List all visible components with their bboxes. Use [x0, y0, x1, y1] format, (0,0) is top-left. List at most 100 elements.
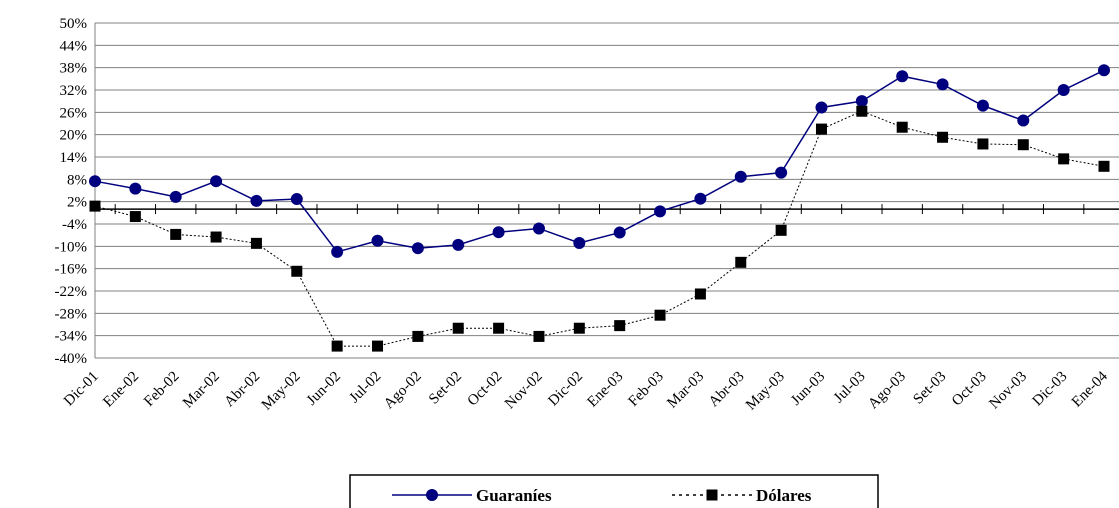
x-tick-label: Set-02 — [426, 369, 465, 408]
data-point — [291, 265, 303, 277]
data-point — [614, 320, 626, 332]
y-tick-label: 14% — [60, 150, 88, 166]
y-tick-label: 20% — [60, 128, 88, 144]
x-tick-label: Mar-03 — [664, 369, 707, 412]
data-point — [775, 224, 787, 236]
data-point — [1058, 153, 1070, 165]
y-tick-label: -34% — [55, 329, 88, 345]
data-point — [855, 95, 868, 108]
legend-label-dolares: Dólares — [756, 486, 812, 505]
y-tick-label: -28% — [55, 306, 88, 322]
data-point — [331, 245, 344, 258]
y-tick-label: 44% — [60, 38, 88, 54]
data-point — [694, 192, 707, 205]
data-point — [412, 330, 424, 342]
x-tick-label: Feb-02 — [141, 369, 182, 410]
data-point — [493, 322, 505, 334]
data-point — [532, 222, 545, 235]
data-point — [815, 123, 827, 135]
data-point — [977, 138, 989, 150]
data-point — [1017, 139, 1029, 151]
data-point — [937, 131, 949, 143]
x-tick-label: Dic-01 — [61, 369, 102, 410]
data-point — [210, 175, 223, 188]
y-tick-label: -16% — [55, 262, 88, 278]
x-tick-label: May-03 — [743, 369, 788, 414]
x-tick-label: Abr-02 — [222, 369, 264, 411]
data-point — [533, 330, 545, 342]
data-point — [89, 175, 101, 188]
data-point — [856, 105, 868, 117]
data-point — [129, 211, 141, 223]
x-tick-label: Jun-02 — [304, 369, 344, 409]
legend-label-guaranies: Guaraníes — [476, 486, 552, 505]
series-line — [94, 110, 1105, 347]
x-tick-label: Feb-03 — [626, 369, 667, 410]
data-point — [936, 78, 949, 91]
data-point — [371, 234, 384, 247]
x-tick-label: Nov-03 — [986, 369, 1030, 413]
data-point — [129, 182, 142, 195]
data-point — [89, 200, 101, 212]
zero-axis — [95, 204, 1119, 215]
data-point — [775, 166, 788, 179]
data-point — [372, 340, 384, 352]
data-point — [896, 70, 909, 83]
series-line — [94, 69, 1105, 253]
x-tick-label: Dic-03 — [1030, 369, 1071, 410]
data-point — [290, 193, 303, 206]
data-point — [1098, 64, 1110, 77]
chart-series — [89, 64, 1110, 352]
legend-marker-dolares — [706, 489, 718, 501]
data-point — [452, 322, 464, 334]
data-point — [735, 256, 747, 268]
gridlines — [94, 22, 1119, 359]
x-tick-label: Oct-02 — [465, 369, 506, 410]
x-tick-label: Dic-02 — [545, 369, 586, 410]
data-point — [573, 236, 586, 249]
y-tick-label: 26% — [60, 105, 88, 121]
x-tick-label: Nov-02 — [502, 369, 546, 413]
x-tick-label: Ene-04 — [1069, 368, 1111, 410]
data-point — [250, 194, 263, 207]
y-tick-label: -4% — [62, 217, 87, 233]
x-tick-label: Ago-02 — [381, 369, 425, 413]
data-point — [170, 228, 182, 240]
x-tick-label: Jun-03 — [788, 369, 828, 409]
series-guaranies — [89, 64, 1110, 258]
data-point — [210, 231, 222, 243]
data-point — [492, 226, 505, 239]
data-point — [169, 190, 182, 203]
y-tick-label: -10% — [55, 239, 88, 255]
x-tick-label: Jul-03 — [831, 369, 869, 407]
data-point — [1017, 114, 1030, 127]
data-point — [976, 99, 989, 112]
x-tick-label: Set-03 — [910, 369, 949, 408]
data-point — [694, 288, 706, 300]
data-point — [613, 226, 626, 239]
data-point — [250, 237, 262, 249]
chart-legend: Guaraníes Dólares — [349, 474, 879, 508]
x-tick-label: Oct-03 — [949, 369, 990, 410]
x-tick-label: Ene-03 — [585, 369, 627, 411]
x-tick-label: Jul-02 — [347, 369, 385, 407]
x-tick-label: May-02 — [259, 369, 304, 414]
x-tick-label: Ene-02 — [100, 369, 142, 411]
data-point — [1057, 84, 1070, 96]
data-point — [411, 242, 424, 255]
data-point — [573, 322, 585, 334]
data-point — [452, 238, 465, 251]
data-point — [654, 309, 666, 321]
y-tick-label: 2% — [67, 195, 87, 211]
y-tick-label: 32% — [60, 83, 88, 99]
data-point — [654, 205, 667, 218]
legend-marker-guaranies — [426, 489, 438, 501]
x-tick-label: Ago-03 — [865, 369, 909, 413]
y-tick-label: 50% — [60, 16, 88, 32]
series-dolares — [89, 105, 1110, 352]
legend-box — [349, 474, 879, 508]
data-point — [734, 170, 747, 183]
y-axis-tick-labels: 50% 44% 38% 32% 26% 20% 14% 8% 2% -4% -10% -16% -22%… — [55, 16, 88, 367]
